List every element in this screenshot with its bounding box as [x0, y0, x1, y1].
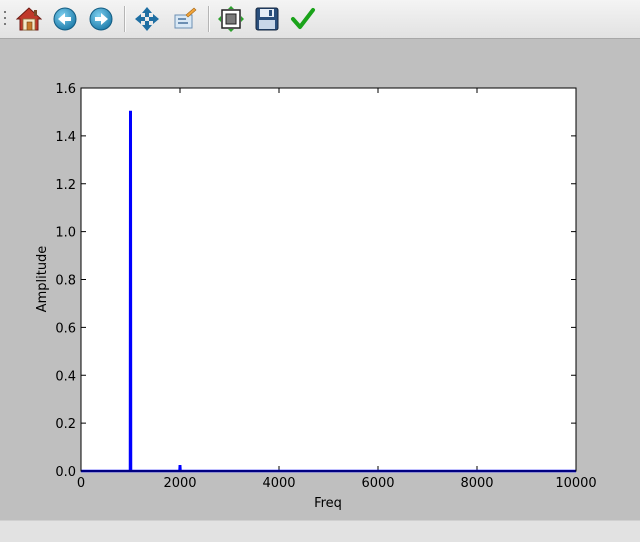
y-tick-label: 1.0 — [55, 226, 76, 241]
toolbar-separator — [124, 6, 126, 32]
subplots-button[interactable] — [216, 4, 246, 34]
axes-frame — [80, 87, 577, 472]
home-icon — [16, 7, 42, 31]
x-tick-label: 8000 — [460, 476, 493, 491]
y-tick-label: 0.2 — [55, 417, 76, 432]
home-button[interactable] — [14, 4, 44, 34]
checkmark-icon — [291, 8, 315, 29]
x-axis-label: Freq — [314, 496, 342, 511]
y-tick-label: 1.2 — [55, 178, 76, 193]
y-axis-label: Amplitude — [35, 246, 50, 313]
y-tick-label: 1.6 — [55, 82, 76, 97]
status-bar — [0, 520, 640, 542]
y-ticks-group: 0.0 0.2 0.4 0.6 0.8 1.0 1.2 1.4 1.6 — [55, 82, 576, 480]
y-tick-label: 0.8 — [55, 274, 76, 289]
figure-canvas[interactable]: 0 2000 4000 6000 8000 10000 0.0 0.2 0.4 0.6 0.8 1.… — [0, 39, 640, 520]
pan-move-icon — [135, 7, 159, 31]
y-tick-label: 1.4 — [55, 130, 76, 145]
edit-axes-button[interactable] — [288, 4, 318, 34]
x-tick-label: 2000 — [163, 476, 196, 491]
plot-chart[interactable]: 0 2000 4000 6000 8000 10000 0.0 0.2 0.4 0.6 0.8 1.… — [0, 39, 640, 520]
toolbar-grip-handle[interactable] — [3, 11, 7, 29]
pan-button[interactable] — [132, 4, 162, 34]
x-tick-label: 10000 — [555, 476, 596, 491]
forward-button[interactable] — [86, 4, 116, 34]
forward-arrow-icon — [89, 7, 113, 31]
y-tick-label: 0.4 — [55, 369, 76, 384]
x-ticks-group: 0 2000 4000 6000 8000 10000 — [77, 88, 597, 491]
y-tick-label: 0.0 — [55, 465, 76, 480]
x-tick-label: 6000 — [361, 476, 394, 491]
zoom-button[interactable] — [170, 4, 200, 34]
subplots-config-icon — [218, 6, 244, 32]
navigation-toolbar — [0, 0, 640, 39]
y-tick-label: 0.6 — [55, 321, 76, 336]
x-tick-label: 4000 — [262, 476, 295, 491]
x-tick-label: 0 — [77, 476, 85, 491]
zoom-rect-icon — [174, 7, 197, 29]
back-arrow-icon — [53, 7, 77, 31]
axes-background — [81, 88, 576, 471]
toolbar-separator — [208, 6, 210, 32]
floppy-save-icon — [255, 7, 279, 31]
back-button[interactable] — [50, 4, 80, 34]
save-button[interactable] — [252, 4, 282, 34]
